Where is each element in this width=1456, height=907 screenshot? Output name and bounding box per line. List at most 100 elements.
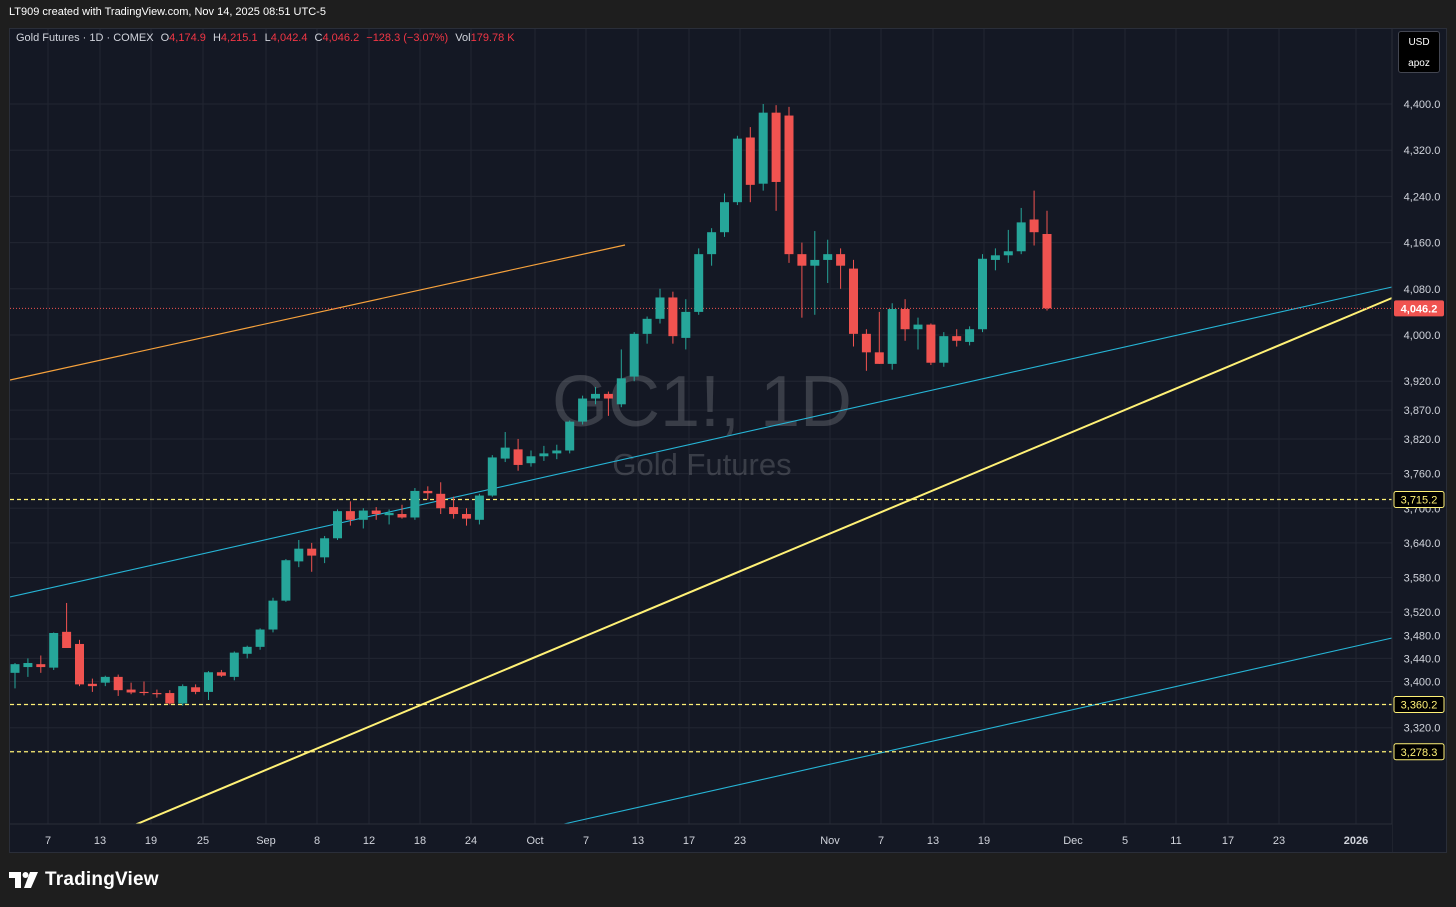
price-tick-label: 4,320.0	[1404, 145, 1441, 157]
low-value: 4,042.4	[270, 32, 308, 44]
candle	[165, 690, 175, 705]
candle	[358, 508, 368, 529]
candle-body	[449, 507, 459, 515]
price-level-badge-box	[1393, 490, 1445, 508]
high-value: 4,215.1	[220, 32, 258, 44]
candle-body	[629, 333, 639, 377]
candle	[333, 509, 342, 541]
support-trendline-yellow	[124, 297, 1393, 830]
price-tick-label: 3,480.0	[1404, 630, 1441, 642]
candle-body	[900, 309, 910, 330]
candle-body	[191, 687, 201, 692]
candle	[642, 316, 652, 344]
ohlc-legend: Gold Futures · 1D · COMEX O4,174.9 H4,21…	[16, 32, 515, 44]
candle-body	[978, 258, 987, 330]
last-price-badge-box	[1394, 300, 1444, 317]
price-level-badge-label: 3,278.3	[1401, 747, 1438, 759]
candle-body	[965, 329, 975, 342]
price-level-badge-box	[1393, 695, 1445, 713]
time-axis-background	[10, 824, 1392, 852]
candle	[1003, 229, 1013, 263]
candle-body	[1003, 251, 1013, 256]
tradingview-logo-icon	[9, 872, 38, 888]
candle	[836, 248, 846, 289]
candle-body	[216, 672, 226, 676]
candle-body	[152, 693, 162, 695]
candle-body	[423, 490, 433, 494]
channel-trendline-lower	[554, 637, 1393, 827]
candle	[49, 632, 59, 670]
candle-body	[410, 490, 420, 518]
time-tick-label: Oct	[526, 835, 543, 847]
candle	[874, 311, 884, 364]
candle-body	[49, 632, 59, 668]
candle	[655, 288, 665, 324]
candle-body	[526, 456, 536, 464]
candle	[500, 432, 510, 463]
candle-body	[281, 560, 291, 601]
candle	[449, 496, 459, 519]
candle-body	[345, 511, 355, 520]
candle-body	[952, 336, 962, 341]
candle	[62, 602, 72, 649]
candle	[513, 438, 523, 471]
candle-body	[36, 664, 46, 668]
time-tick-label: 18	[414, 835, 426, 847]
price-level-badge-label: 3,360.2	[1401, 699, 1438, 711]
candle	[474, 493, 484, 525]
candle	[978, 254, 987, 333]
candle-body	[242, 646, 252, 654]
chart-panel[interactable]: GC1!, 1D Gold Futures 4,400.0 4,320.0 4,240.…	[9, 28, 1447, 853]
scale-label: apoz	[1408, 58, 1430, 69]
candle	[861, 329, 871, 371]
price-tick-label: 3,920.0	[1404, 376, 1441, 388]
candle-body	[668, 297, 678, 337]
candle-body	[1029, 219, 1039, 233]
candle	[345, 501, 355, 526]
time-tick-label: 19	[145, 835, 157, 847]
currency-unit-button[interactable]: USD apoz	[1398, 31, 1440, 73]
time-tick-label: 25	[197, 835, 209, 847]
candle-body	[849, 268, 858, 334]
candle	[487, 455, 497, 497]
candle-body	[75, 643, 84, 685]
price-tick-label: 3,440.0	[1404, 653, 1441, 665]
candle	[668, 291, 678, 344]
candle	[913, 317, 923, 350]
candle-body	[552, 450, 562, 454]
candle	[281, 559, 291, 602]
time-tick-label: Nov	[820, 835, 840, 847]
candle	[1016, 207, 1026, 255]
candle-body	[178, 686, 188, 704]
price-tick-label: 4,400.0	[1404, 99, 1441, 111]
candle-body	[642, 318, 652, 334]
candle	[1042, 210, 1052, 311]
candle	[384, 509, 394, 525]
caption-text: LT909 created with TradingView.com, Nov …	[9, 6, 326, 18]
candle	[36, 655, 46, 673]
candle-body	[307, 548, 317, 556]
candle-body	[694, 254, 704, 312]
time-tick-label: 13	[632, 835, 644, 847]
candle-body	[771, 112, 781, 182]
volume-value: 179.78 K	[470, 32, 515, 44]
candle-body	[707, 232, 717, 255]
price-tick-label: 3,320.0	[1404, 723, 1441, 735]
candle	[87, 678, 97, 692]
grid-lines	[10, 29, 1392, 824]
candle	[565, 420, 575, 454]
candle-body	[887, 309, 897, 364]
candle-body	[62, 631, 72, 649]
candle-body	[255, 629, 265, 647]
candle-body	[165, 693, 175, 704]
candle	[900, 299, 910, 341]
candlestick-chart[interactable]: GC1!, 1D Gold Futures 4,400.0 4,320.0 4,240.…	[10, 29, 1447, 853]
candle-body	[371, 510, 381, 515]
candle-body	[462, 514, 471, 519]
candle	[758, 104, 768, 191]
time-tick-label: 24	[465, 835, 477, 847]
high-key: H	[212, 32, 221, 44]
time-tick-label: Sep	[256, 835, 276, 847]
time-tick-label: 23	[1273, 835, 1285, 847]
candle-body	[10, 664, 20, 673]
